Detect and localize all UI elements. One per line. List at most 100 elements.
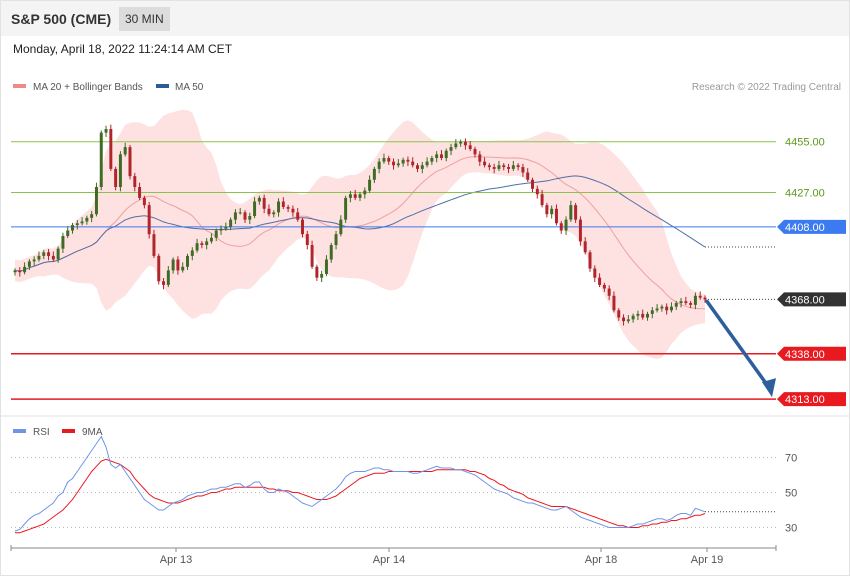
candle-body: [387, 158, 391, 162]
candle-body: [243, 212, 247, 220]
candle: [492, 163, 496, 174]
candle: [262, 194, 266, 214]
candle-body: [396, 163, 400, 166]
candle-body: [310, 245, 314, 267]
candle-body: [622, 317, 626, 322]
candle: [344, 195, 348, 223]
candle-body: [483, 161, 487, 166]
candle: [521, 163, 525, 177]
candle-body: [545, 205, 549, 215]
candle: [626, 315, 630, 324]
candle: [449, 143, 453, 156]
candle-body: [104, 129, 108, 133]
candle-body: [358, 194, 362, 198]
candle: [281, 197, 285, 210]
candle-body: [324, 259, 328, 275]
rsi-plot: 30 50 70: [11, 435, 797, 535]
candle: [291, 205, 295, 217]
candle-body: [301, 219, 304, 235]
candle-body: [540, 194, 544, 206]
candle-body: [444, 150, 448, 159]
candle-body: [281, 201, 285, 207]
candle: [578, 216, 582, 246]
candle-body: [684, 301, 688, 304]
candle: [219, 225, 223, 235]
candle-body: [219, 228, 223, 231]
candle: [27, 259, 31, 271]
candle-body: [23, 266, 27, 273]
candle: [348, 191, 352, 203]
candle: [190, 247, 194, 261]
candle-body: [157, 255, 161, 282]
candle-body: [492, 167, 496, 169]
candle: [631, 313, 635, 323]
candle: [689, 300, 693, 309]
candle-body: [344, 197, 348, 220]
candle: [277, 198, 281, 217]
candle-body: [574, 205, 578, 220]
candle-body: [646, 313, 649, 318]
candle-body: [612, 295, 616, 311]
candle-body: [85, 217, 89, 222]
candle-body: [636, 313, 640, 316]
rsi-ma-line: [15, 458, 706, 534]
candle-body: [224, 226, 228, 229]
candle-body: [516, 165, 520, 168]
candle: [583, 237, 587, 255]
candle: [324, 255, 328, 277]
candle: [104, 125, 108, 137]
candle-body: [315, 266, 319, 278]
candle: [588, 250, 592, 272]
candle: [118, 151, 122, 192]
legend-label-rsi-ma: 9MA: [82, 427, 103, 438]
candle: [396, 159, 400, 168]
candle: [703, 295, 707, 303]
candle: [353, 189, 357, 201]
candle-body: [147, 205, 151, 235]
candle-body: [186, 255, 189, 267]
resistance-level-label: 4455.00: [785, 137, 825, 149]
candle-body: [305, 234, 309, 246]
interval-badge[interactable]: 30 MIN: [119, 7, 170, 31]
candle: [372, 166, 376, 184]
candle-body: [372, 168, 376, 180]
candle: [574, 202, 578, 223]
candle-body: [507, 167, 511, 169]
legend-swatch-rsi-ma: [62, 429, 75, 433]
candle-body: [114, 168, 118, 188]
candle-body: [583, 241, 587, 253]
candle-body: [487, 165, 491, 168]
candle: [382, 153, 386, 164]
candle-body: [90, 214, 94, 218]
candle-body: [214, 230, 218, 238]
candle: [229, 217, 233, 231]
candle-body: [689, 303, 693, 305]
candle: [593, 265, 597, 283]
candle: [674, 300, 678, 310]
candle-body: [51, 255, 55, 260]
candle-body: [665, 306, 669, 311]
candle: [468, 140, 472, 152]
candle-body: [564, 219, 568, 231]
candle: [660, 304, 664, 312]
candle-body: [205, 241, 209, 246]
candle-body: [602, 284, 606, 289]
candle-body: [626, 319, 630, 322]
candle-body: [128, 147, 132, 177]
candle-body: [617, 310, 621, 318]
candle: [693, 292, 697, 310]
candle: [430, 155, 434, 165]
candle: [641, 309, 645, 320]
candle: [305, 230, 309, 250]
candle-body: [200, 243, 204, 246]
candle: [377, 158, 381, 174]
candle-body: [554, 208, 558, 224]
candle: [75, 220, 79, 230]
legend-swatch-ma20: [13, 84, 26, 88]
candle-body: [607, 288, 611, 296]
candle: [66, 226, 70, 239]
candle: [435, 151, 439, 163]
candle: [253, 197, 257, 219]
timestamp: Monday, April 18, 2022 11:24:14 AM CET: [13, 42, 233, 56]
candle-body: [631, 315, 635, 320]
